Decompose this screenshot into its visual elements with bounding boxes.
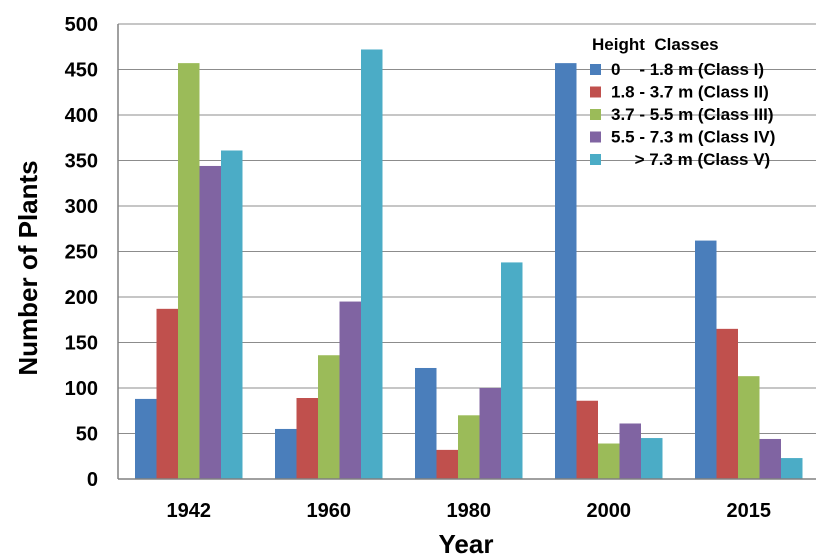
bar bbox=[781, 458, 803, 479]
legend-swatch bbox=[590, 131, 601, 143]
bar bbox=[275, 428, 297, 479]
legend: Height Classes 0 - 1.8 m (Class I) 1.8 - … bbox=[590, 35, 775, 169]
bar bbox=[361, 49, 383, 479]
bar bbox=[576, 400, 598, 479]
legend-swatch bbox=[590, 109, 601, 120]
y-tick-label: 300 bbox=[65, 196, 98, 218]
legend-label: > 7.3 m (Class V) bbox=[611, 150, 770, 169]
bar bbox=[156, 308, 178, 479]
y-tick-label: 400 bbox=[65, 105, 98, 127]
bars bbox=[135, 49, 803, 480]
x-tick-labels: 1942 1960 1980 2000 2015 bbox=[167, 500, 772, 522]
x-axis-title: Year bbox=[439, 529, 494, 559]
x-tick-label: 2015 bbox=[727, 500, 772, 522]
bar bbox=[501, 262, 523, 479]
x-tick-label: 2000 bbox=[587, 500, 632, 522]
bar bbox=[641, 438, 663, 479]
bar bbox=[738, 376, 760, 479]
bar bbox=[135, 398, 157, 479]
y-tick-label: 500 bbox=[65, 14, 98, 36]
bar bbox=[221, 150, 243, 480]
bar bbox=[759, 438, 781, 479]
y-tick-label: 200 bbox=[65, 287, 98, 309]
x-tick-label: 1980 bbox=[447, 500, 492, 522]
x-tick-label: 1942 bbox=[167, 500, 212, 522]
y-tick-label: 350 bbox=[65, 151, 98, 173]
y-tick-labels: 0 50 100 150 200 250 300 350 400 450 500 bbox=[65, 14, 98, 491]
legend-label: 3.7 - 5.5 m (Class III) bbox=[611, 105, 774, 124]
bar bbox=[458, 415, 480, 479]
y-tick-label: 250 bbox=[65, 242, 98, 264]
legend-swatch bbox=[590, 64, 601, 75]
bar bbox=[479, 388, 501, 479]
y-tick-label: 450 bbox=[65, 60, 98, 82]
bar bbox=[716, 328, 738, 479]
bar bbox=[415, 367, 437, 479]
bar bbox=[598, 443, 620, 479]
axes bbox=[117, 24, 816, 480]
bar bbox=[339, 301, 361, 479]
y-axis-title: Number of Plants bbox=[13, 160, 43, 375]
bar bbox=[178, 63, 200, 479]
y-tick-label: 50 bbox=[76, 424, 98, 446]
bar bbox=[619, 423, 641, 479]
y-tick-label: 150 bbox=[65, 333, 98, 355]
bar bbox=[695, 240, 717, 479]
legend-label: 1.8 - 3.7 m (Class II) bbox=[611, 83, 769, 102]
x-tick-label: 1960 bbox=[307, 500, 352, 522]
bar bbox=[436, 449, 458, 479]
bar bbox=[318, 355, 340, 479]
y-tick-label: 0 bbox=[87, 469, 98, 491]
y-tick-label: 100 bbox=[65, 378, 98, 400]
bar bbox=[199, 165, 221, 479]
legend-title: Height Classes bbox=[592, 35, 719, 54]
legend-label: 5.5 - 7.3 m (Class IV) bbox=[611, 128, 775, 147]
bar bbox=[555, 63, 577, 479]
bar bbox=[296, 398, 318, 479]
legend-label: 0 - 1.8 m (Class I) bbox=[611, 60, 764, 79]
legend-swatch bbox=[590, 86, 601, 98]
legend-swatch bbox=[590, 154, 601, 165]
